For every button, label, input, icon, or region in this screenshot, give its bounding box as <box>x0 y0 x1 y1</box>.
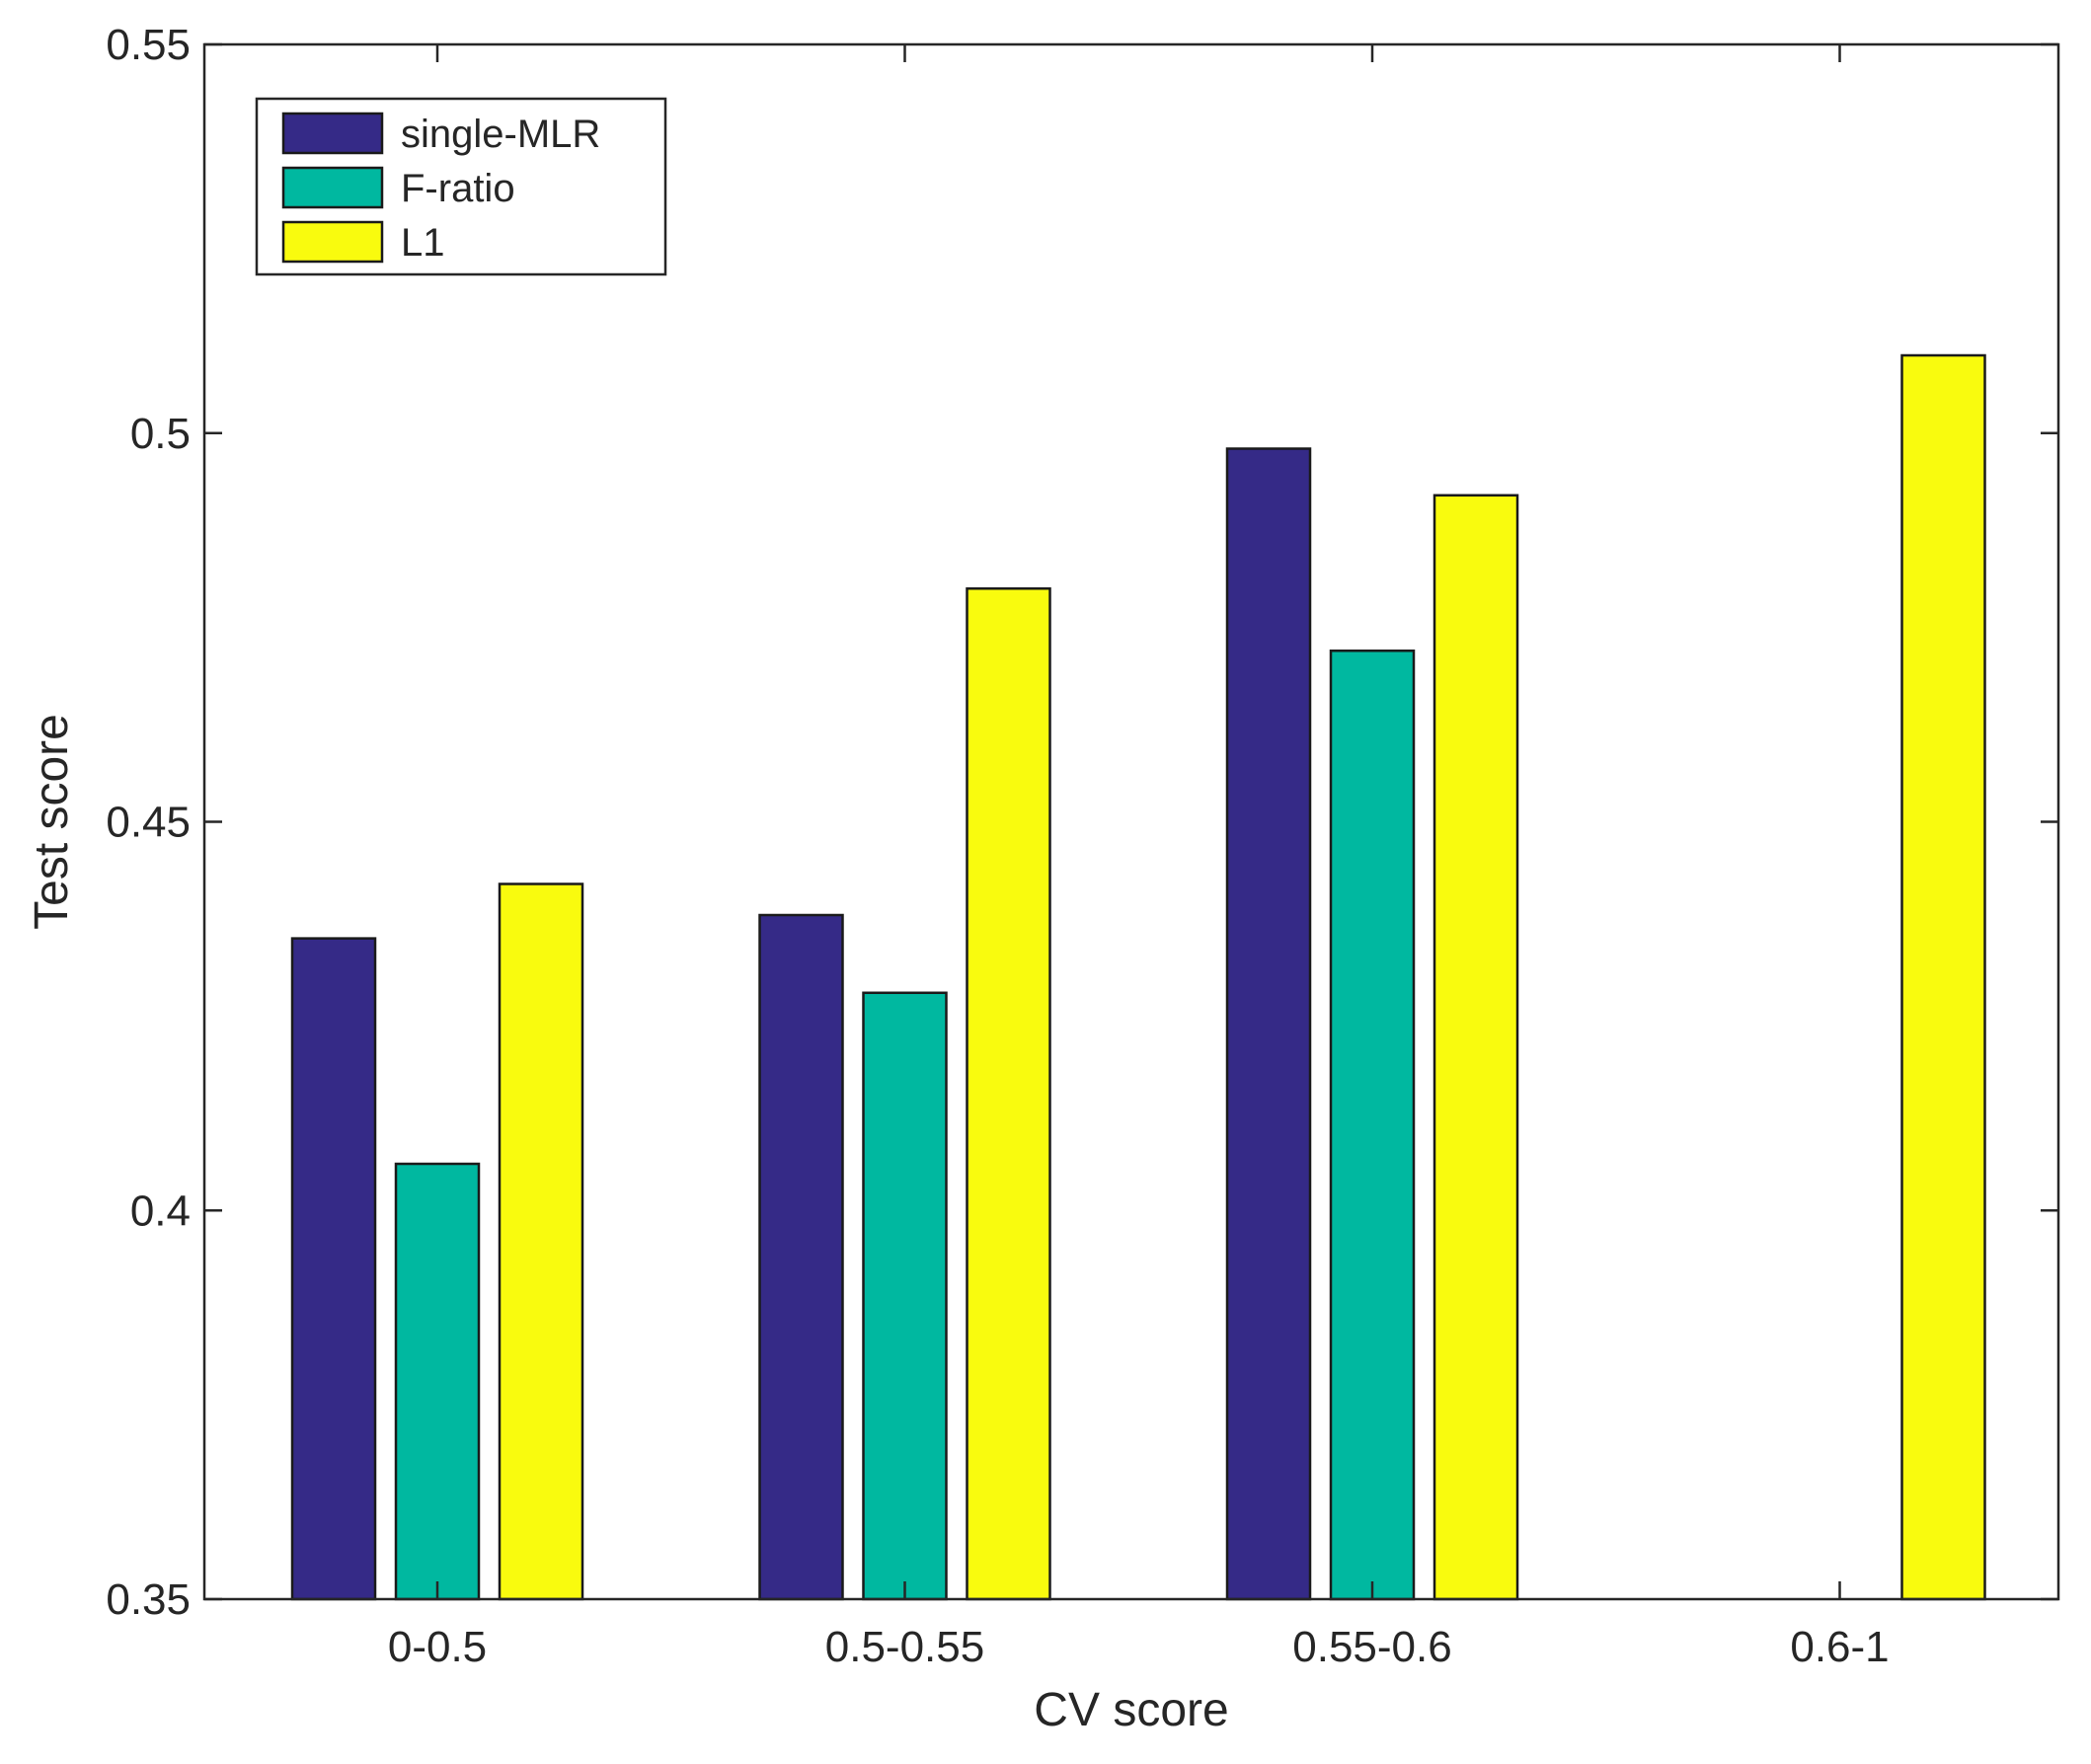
y-tick-labels: 0.35 0.4 0.45 0.5 0.55 <box>106 21 191 1624</box>
x-tick-label: 0.5-0.55 <box>825 1623 984 1671</box>
x-tick-label: 0.6-1 <box>1790 1623 1889 1671</box>
bar-single-mlr-0 <box>290 937 377 1601</box>
y-tick-label: 0.4 <box>130 1187 191 1235</box>
bar-l1-2 <box>1433 494 1519 1601</box>
legend-label: single-MLR <box>401 113 600 156</box>
bar-f-ratio-0 <box>394 1162 481 1601</box>
bars-group <box>290 353 1986 1601</box>
legend-swatch <box>281 220 384 264</box>
bar-f-ratio-2 <box>1329 650 1416 1601</box>
bar-f-ratio-1 <box>862 991 948 1601</box>
y-tick-label: 0.35 <box>106 1575 191 1624</box>
bar-l1-0 <box>498 882 584 1601</box>
bar-single-mlr-1 <box>758 913 844 1601</box>
x-tick-labels: 0-0.5 0.5-0.55 0.55-0.6 0.6-1 <box>388 1623 1890 1671</box>
y-tick-label: 0.5 <box>130 410 191 458</box>
bar-l1-1 <box>966 587 1051 1601</box>
y-axis-label: Test score <box>26 714 78 930</box>
y-tick-label: 0.45 <box>106 799 191 847</box>
y-tick-label: 0.55 <box>106 21 191 69</box>
legend-label: F-ratio <box>401 167 515 210</box>
x-tick-label: 0-0.5 <box>388 1623 487 1671</box>
bar-single-mlr-2 <box>1225 447 1312 1601</box>
bar-l1-3 <box>1900 353 1986 1601</box>
axes-box <box>202 42 2060 1601</box>
x-tick-label: 0.55-0.6 <box>1292 1623 1451 1671</box>
legend-swatch <box>281 166 384 209</box>
legend-swatch <box>281 112 384 155</box>
legend: single-MLR F-ratio L1 <box>255 97 667 276</box>
x-axis-label: CV score <box>1034 1684 1228 1736</box>
legend-label: L1 <box>401 221 445 265</box>
